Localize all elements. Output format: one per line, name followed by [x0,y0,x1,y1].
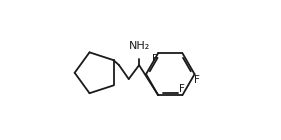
Text: F: F [194,75,200,85]
Text: F: F [180,84,185,94]
Text: NH₂: NH₂ [128,41,150,51]
Text: F: F [153,54,158,64]
